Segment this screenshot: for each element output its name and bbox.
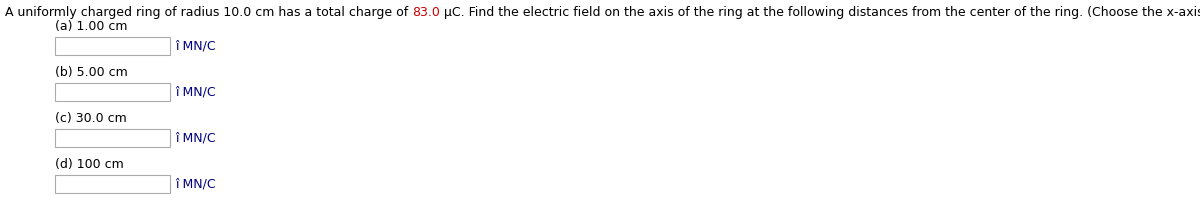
Bar <box>55 37 170 55</box>
Text: 83.0: 83.0 <box>413 6 440 19</box>
Text: A uniformly charged ring of radius 10.0 cm has a total charge of: A uniformly charged ring of radius 10.0 … <box>5 6 413 19</box>
Text: î MN/C: î MN/C <box>175 40 216 52</box>
Text: (c) 30.0 cm: (c) 30.0 cm <box>55 112 127 125</box>
Text: (d) 100 cm: (d) 100 cm <box>55 158 124 171</box>
Text: î MN/C: î MN/C <box>175 177 216 191</box>
Bar <box>55 83 170 101</box>
Text: (b) 5.00 cm: (b) 5.00 cm <box>55 66 127 79</box>
Text: (a) 1.00 cm: (a) 1.00 cm <box>55 20 127 33</box>
Text: î MN/C: î MN/C <box>175 85 216 99</box>
Text: î MN/C: î MN/C <box>175 131 216 145</box>
Bar <box>55 175 170 193</box>
Text: μC. Find the electric field on the axis of the ring at the following distances f: μC. Find the electric field on the axis … <box>440 6 1200 19</box>
Bar <box>55 129 170 147</box>
